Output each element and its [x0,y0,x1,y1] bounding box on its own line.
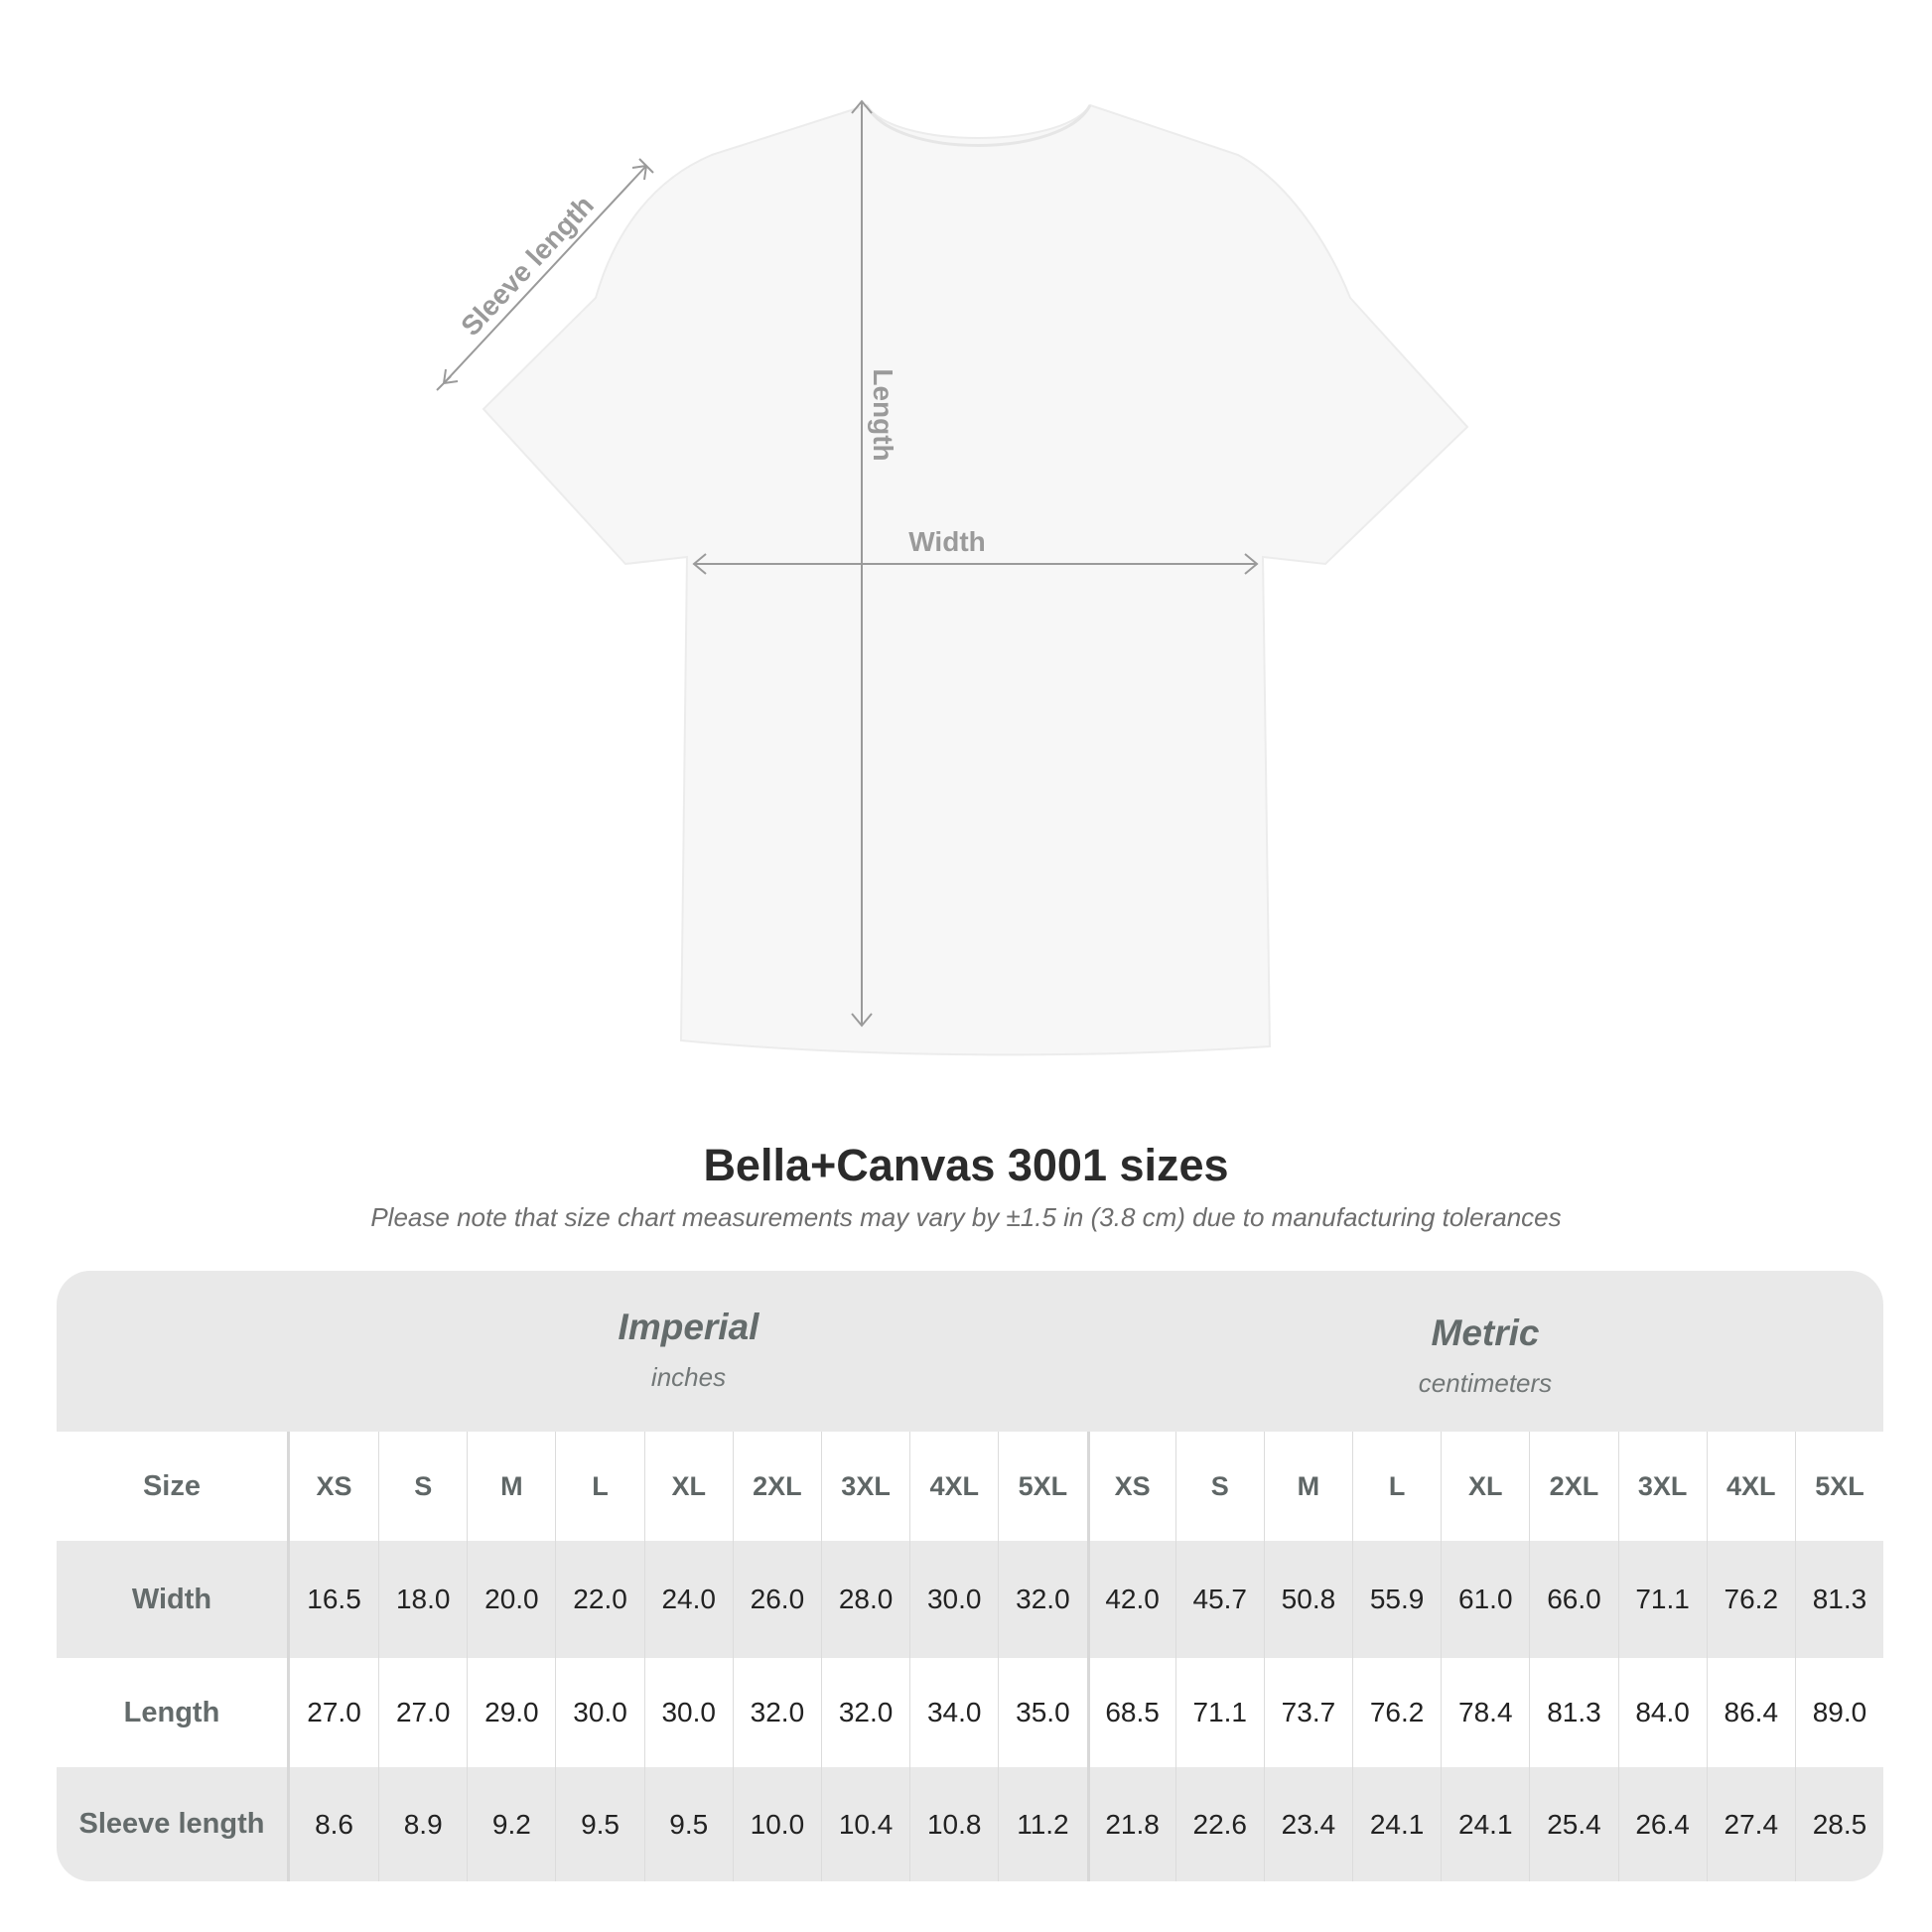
table-cell: 30.0 [555,1658,643,1767]
table-cell: 81.3 [1529,1658,1617,1767]
tshirt-diagram: Width Length Sleeve length [436,99,1469,1056]
imperial-title: Imperial [618,1307,759,1347]
size-header-cell: 3XL [820,1432,909,1541]
table-cell: 28.0 [820,1541,909,1658]
table-cell: 30.0 [643,1658,733,1767]
table-cell: 81.3 [1794,1541,1883,1658]
measurement-lines [436,99,1259,1028]
table-cell: 30.0 [909,1541,998,1658]
table-cell: 71.1 [1174,1658,1264,1767]
table-cell: 21.8 [1086,1767,1175,1881]
table-cell: 34.0 [909,1658,998,1767]
row-label: Size [57,1432,290,1541]
size-header-cell: XS [316,1470,352,1501]
size-header-cell: L [1352,1432,1441,1541]
imperial-header: Imperial inches [290,1307,1087,1393]
table-cell: 35.0 [998,1658,1086,1767]
tshirt-shape [482,103,1469,1056]
table-cell: 8.6 [315,1808,353,1840]
table-cell: 50.8 [1263,1541,1352,1658]
size-header-cell: XL [1441,1432,1529,1541]
table-cell: 25.4 [1529,1767,1617,1881]
size-header-cell: M [1263,1432,1352,1541]
size-header-cell: 2XL [732,1432,821,1541]
table-cell: 68.5 [1086,1658,1175,1767]
table-cell: 26.0 [732,1541,821,1658]
size-header-cell: L [555,1432,643,1541]
unit-header [57,1271,1883,1432]
table-cell: 24.0 [643,1541,733,1658]
table-cell: 28.5 [1794,1767,1883,1881]
table-cell: 66.0 [1529,1541,1617,1658]
table-cell: 8.9 [378,1767,467,1881]
size-header-cell: 5XL [1794,1432,1883,1541]
table-cell: 9.5 [643,1767,733,1881]
metric-unit: centimeters [1418,1368,1553,1398]
table-cell: 22.6 [1174,1767,1264,1881]
table-row: Width 16.5 18.0 20.0 22.0 24.0 26.0 28.0 30.0 32.… [57,1541,1883,1658]
table-cell: 32.0 [732,1658,821,1767]
table-cell: 24.1 [1352,1767,1441,1881]
size-header-cell: XL [643,1432,733,1541]
table-cell: 84.0 [1617,1658,1707,1767]
table-cell: 42.0 [1086,1541,1175,1658]
table-cell: 89.0 [1794,1658,1883,1767]
size-header-cell: XS [1086,1432,1175,1541]
table-cell: 45.7 [1174,1541,1264,1658]
table-cell: 10.0 [732,1767,821,1881]
table-cell: 86.4 [1706,1658,1795,1767]
table-cell: 73.7 [1263,1658,1352,1767]
table-cell: 9.5 [555,1767,643,1881]
table-cell: 20.0 [467,1541,555,1658]
table-cell: 27.0 [378,1658,467,1767]
size-header-cell: 5XL [998,1432,1086,1541]
table-cell: 11.2 [998,1767,1086,1881]
table-cell: 32.0 [820,1658,909,1767]
table-row: Length 27.0 27.0 29.0 30.0 30.0 32.0 32.0 34.0 35… [57,1658,1883,1767]
table-cell: 32.0 [998,1541,1086,1658]
table-cell: 10.8 [909,1767,998,1881]
table-cell: 10.4 [820,1767,909,1881]
size-table: Imperial inches Metric centimeters Size X… [57,1271,1883,1881]
table-cell: 29.0 [467,1658,555,1767]
table-cell: 16.5 [307,1584,361,1614]
table-row: Sleeve length 8.6 8.9 9.2 9.5 9.5 10.0 10.4 10.8… [57,1767,1883,1881]
size-header-cell: 2XL [1529,1432,1617,1541]
row-label: Length [57,1658,290,1767]
table-cell: 78.4 [1441,1658,1529,1767]
size-header-cell: 4XL [1706,1432,1795,1541]
size-header-cell: S [1174,1432,1264,1541]
table-cell: 76.2 [1706,1541,1795,1658]
row-label: Width [57,1541,290,1658]
size-header-row: Size XS S M L XL 2XL 3XL 4XL 5XL XS S M L XL 2XL 3XL 4XL 5… [57,1432,1883,1541]
table-cell: 9.2 [467,1767,555,1881]
length-label: Length [868,368,898,461]
metric-title: Metric [1431,1312,1540,1353]
sleeve-line [443,165,647,384]
size-header-cell: S [378,1432,467,1541]
neckline [865,104,1092,147]
table-cell: 61.0 [1441,1541,1529,1658]
table-cell: 27.4 [1706,1767,1795,1881]
tolerance-note: Please note that size chart measurements… [370,1202,1562,1232]
row-label: Sleeve length [57,1767,290,1881]
table-cell: 76.2 [1352,1658,1441,1767]
metric-header: Metric centimeters [1087,1312,1883,1399]
table-cell: 24.1 [1441,1767,1529,1881]
table-cell: 23.4 [1263,1767,1352,1881]
table-cell: 26.4 [1617,1767,1707,1881]
size-header-cell: 4XL [909,1432,998,1541]
table-cell: 18.0 [378,1541,467,1658]
table-cell: 22.0 [555,1541,643,1658]
width-label: Width [908,526,986,557]
table-cell: 27.0 [307,1697,361,1727]
table-cell: 71.1 [1617,1541,1707,1658]
table-cell: 55.9 [1352,1541,1441,1658]
imperial-unit: inches [650,1362,727,1392]
size-header-cell: M [467,1432,555,1541]
page-title: Bella+Canvas 3001 sizes [703,1140,1229,1190]
size-header-cell: 3XL [1617,1432,1707,1541]
